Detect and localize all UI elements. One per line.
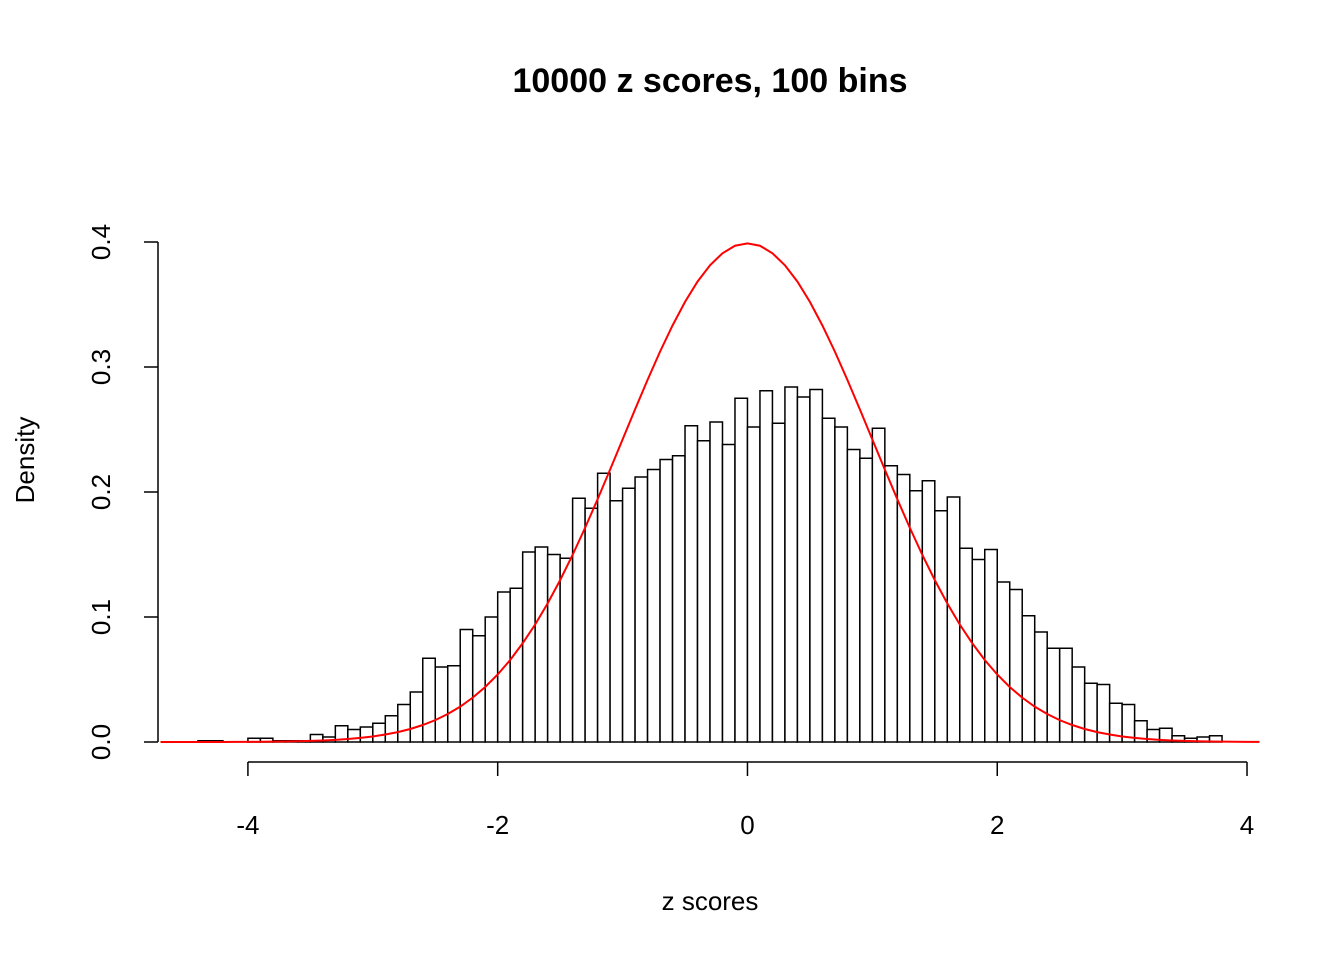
histogram-bar [734, 397, 749, 743]
histogram-bar [384, 715, 399, 743]
histogram-bar [909, 490, 924, 743]
histogram-bar [846, 448, 861, 743]
histogram-bar [859, 457, 874, 743]
chart-title: 10000 z scores, 100 bins [512, 62, 907, 100]
histogram-bar [1008, 588, 1023, 743]
histogram-bar [559, 557, 574, 743]
histogram-bar [746, 426, 761, 743]
x-axis-label: z scores [662, 886, 759, 916]
histogram-bar [934, 510, 949, 743]
histogram-bar [1021, 615, 1036, 743]
histogram-bar [696, 440, 711, 743]
histogram-bar [534, 546, 549, 743]
x-tick-label: 0 [740, 810, 754, 840]
histogram-bar [372, 722, 387, 743]
histogram-bar [1046, 647, 1061, 743]
histogram-bar [347, 728, 362, 743]
density-curve [160, 242, 1260, 743]
histogram-bar [771, 422, 786, 743]
histogram-bar [359, 726, 374, 743]
histogram-bar [1033, 631, 1048, 743]
histogram-bar [671, 455, 686, 743]
histogram-bar [721, 443, 736, 743]
histogram-bar [1071, 666, 1086, 743]
histogram-bar [434, 666, 449, 743]
x-tick-label: -2 [486, 810, 509, 840]
y-tick-label: 0.2 [86, 474, 116, 510]
x-tick-label: 4 [1240, 810, 1254, 840]
histogram-bar [834, 426, 849, 743]
histogram-bar [921, 480, 936, 743]
histogram-bar [884, 465, 899, 743]
histogram-bar [521, 551, 536, 743]
histogram-bar [659, 458, 674, 743]
histogram-bar [409, 691, 424, 743]
y-tick-label: 0.3 [86, 349, 116, 385]
histogram-bar [584, 507, 599, 743]
histogram-bar [709, 421, 724, 743]
y-tick-label: 0.1 [86, 599, 116, 635]
histogram-bar [1058, 647, 1073, 743]
histogram-bar [621, 487, 636, 743]
histogram-bar [759, 390, 774, 743]
y-tick-label: 0.4 [86, 224, 116, 260]
histogram-bar [821, 417, 836, 743]
histogram-bar [871, 427, 886, 743]
y-axis-label: Density [10, 417, 40, 504]
histogram-bar [784, 386, 799, 743]
histogram-bar [984, 548, 998, 743]
histogram-bar [446, 665, 461, 743]
histogram-bar [422, 657, 436, 743]
histogram-bar [634, 476, 649, 743]
histogram-bar [1083, 682, 1098, 743]
histogram-bar [571, 497, 586, 743]
histogram-bar [646, 468, 661, 743]
histogram-bar [684, 425, 699, 743]
histogram-bar [796, 396, 811, 743]
histogram-bar [809, 388, 824, 743]
histogram-bar [509, 587, 524, 743]
histogram-bar [959, 547, 974, 743]
x-tick-label: -4 [236, 810, 259, 840]
histogram-bar [596, 472, 611, 743]
histogram-bar [397, 703, 412, 743]
y-tick-label: 0.0 [86, 724, 116, 760]
x-tick-label: 2 [990, 810, 1004, 840]
histogram-bar [459, 628, 474, 743]
histogram-bar [996, 581, 1011, 743]
histogram-bar [609, 500, 624, 743]
